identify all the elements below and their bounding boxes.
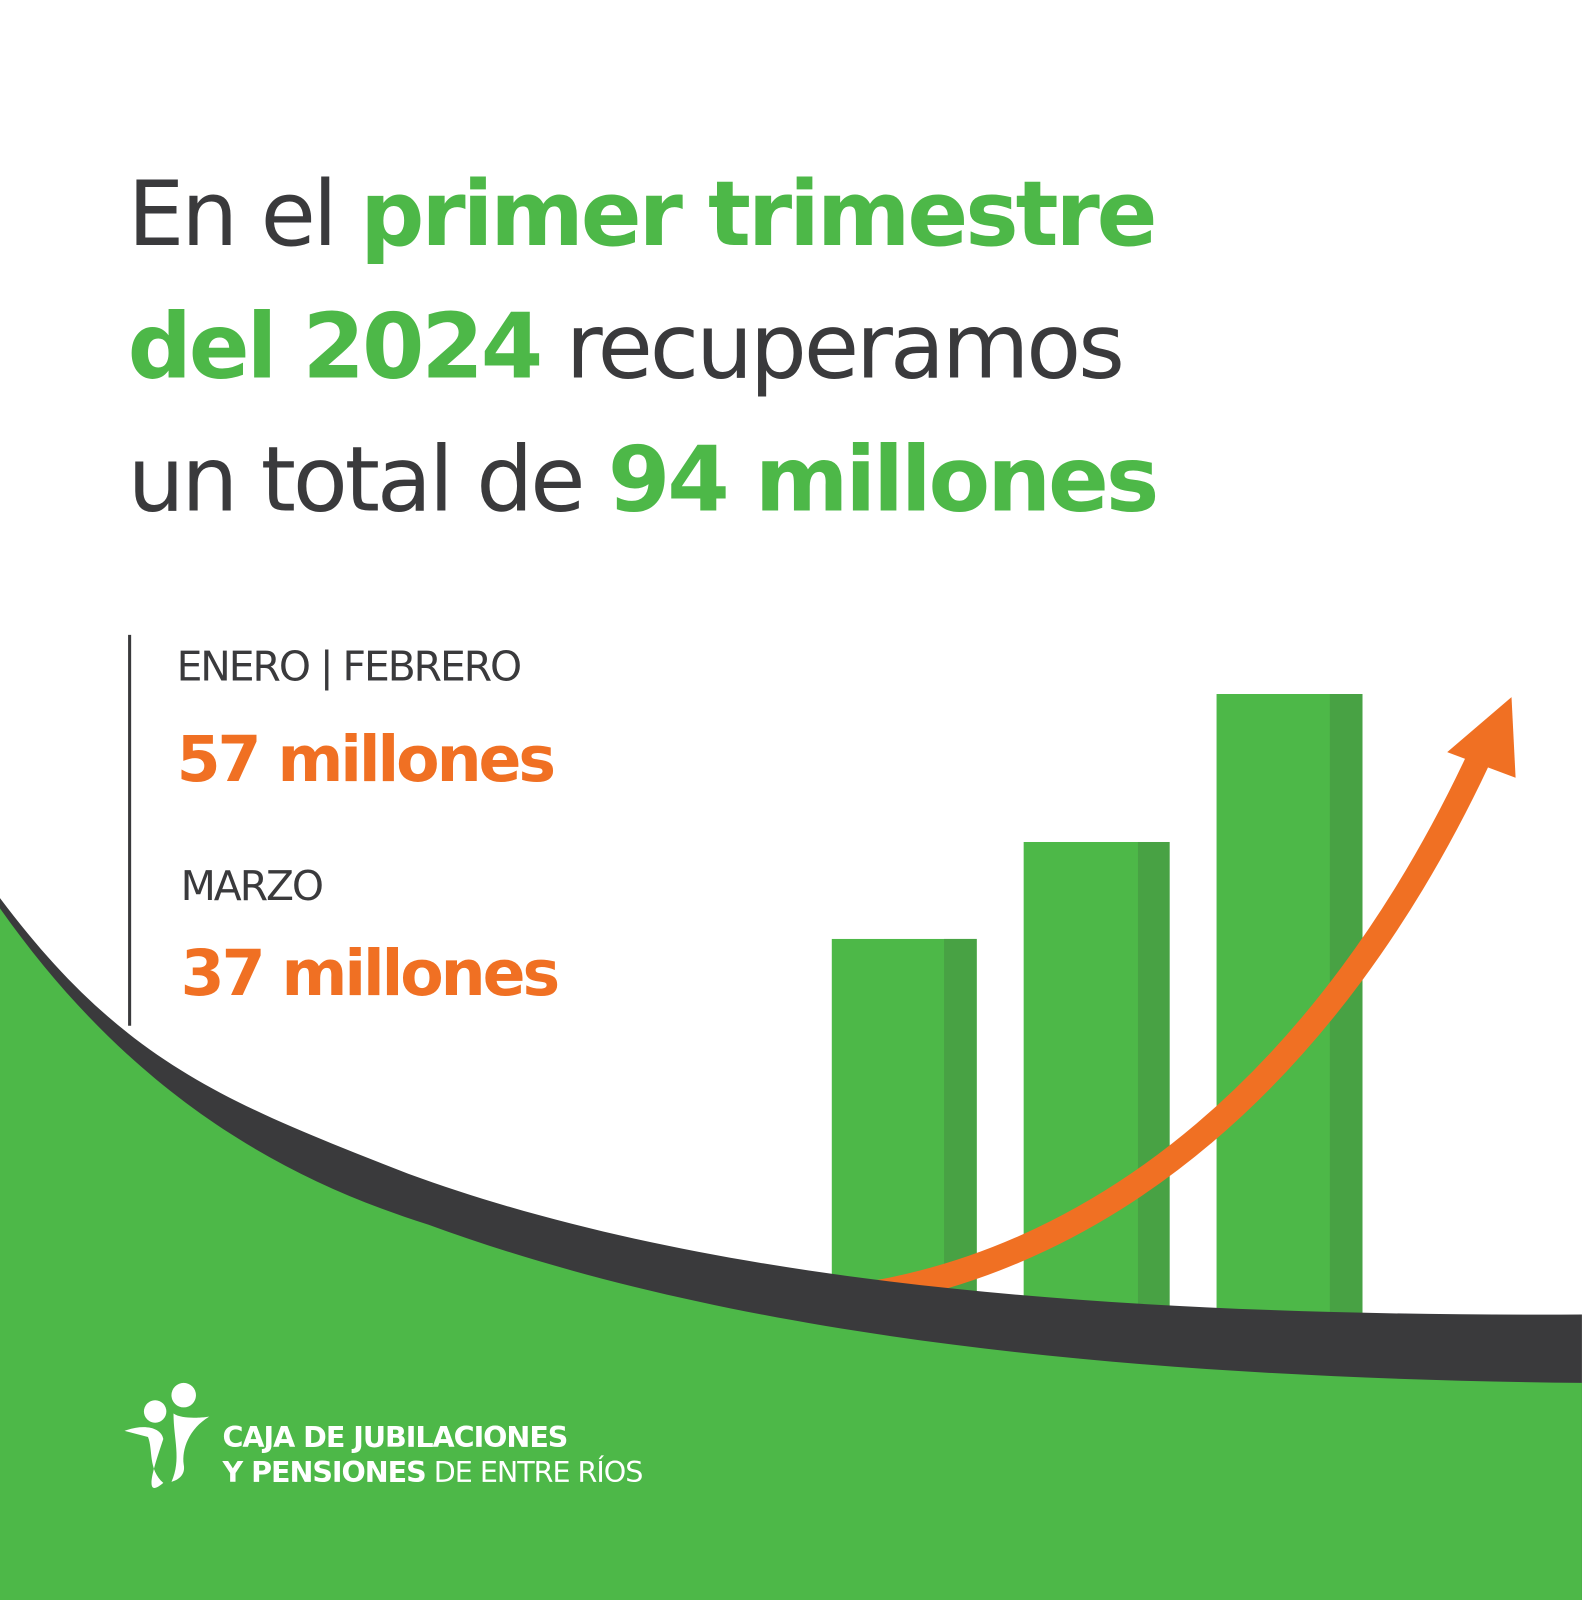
logo-body [171,1413,210,1482]
arrow-head [1447,697,1516,778]
ground [0,908,1582,1600]
logo-head [171,1382,196,1408]
logo-head [143,1400,167,1423]
stat-label: ENERO | FEBRERO [177,643,521,691]
stat-value: 57 millones [177,722,554,796]
logo-text-rest: DE ENTRE RÍOS [426,1455,643,1489]
headline-line: En el primer trimestre [128,163,1155,267]
headline-text: En el [128,163,361,267]
decor-bars [831,694,1363,1327]
headline-line: un total de 94 millones [128,428,1157,532]
headline-text: recuperamos [540,296,1122,400]
canvas: En el primer trimestre del 2024 recupera… [0,163,1582,1600]
logo-body [124,1427,164,1488]
logo-text: CAJA DE JUBILACIONES [222,1420,567,1454]
bar-shade [1137,841,1170,1327]
headline-text: un total de [128,428,608,532]
headline-highlight: primer trimestre [360,163,1154,267]
stat-label: MARZO [181,862,322,910]
logo-text: Y PENSIONES DE ENTRE RÍOS [221,1455,642,1489]
headline-highlight: del 2024 [128,296,541,400]
arrow [865,755,1489,1307]
logo-mark [124,1382,210,1488]
stat-value: 37 millones [181,936,558,1010]
logo-text-bold: Y PENSIONES [221,1455,425,1489]
headline-highlight: 94 millones [608,428,1156,532]
headline-line: del 2024 recuperamos [128,296,1122,400]
